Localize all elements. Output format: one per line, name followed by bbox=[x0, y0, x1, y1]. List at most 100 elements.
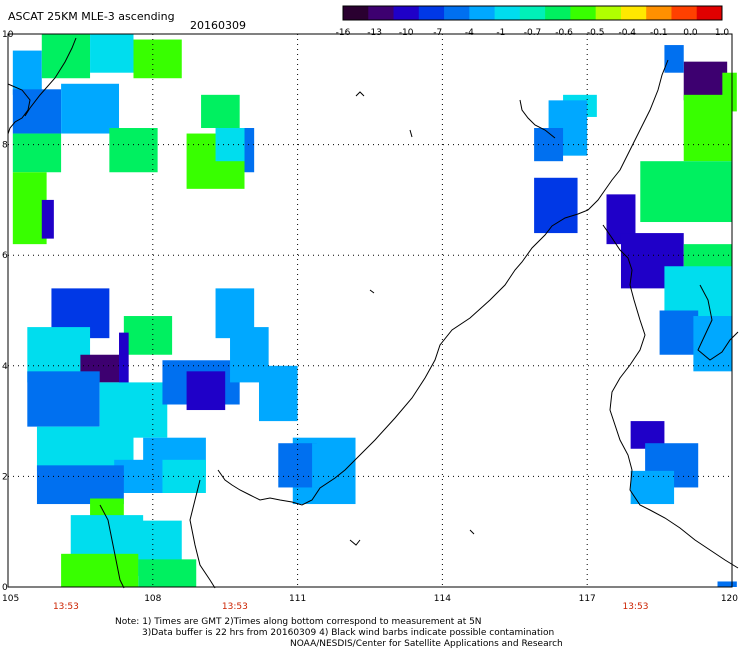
colorbar-swatch bbox=[519, 6, 546, 20]
coastline-malay-peninsula bbox=[7, 83, 31, 135]
colorbar-swatch bbox=[418, 6, 445, 20]
lon-tick-label: 111 bbox=[289, 594, 306, 604]
colorbar-label: -0.1 bbox=[650, 28, 668, 38]
colorbar-swatch bbox=[444, 6, 470, 20]
colorbar-swatch bbox=[671, 6, 698, 20]
coastline-borneo-north bbox=[587, 59, 669, 211]
coastline-palawan bbox=[519, 99, 556, 139]
lon-tick-label: 108 bbox=[144, 594, 161, 604]
coastline-south-borneo bbox=[189, 479, 216, 589]
colorbar-label: -1 bbox=[496, 28, 505, 38]
colorbar-swatch bbox=[343, 6, 369, 20]
coastline-borneo-east bbox=[602, 224, 739, 569]
colorbar-swatch bbox=[620, 6, 647, 20]
lat-tick-label: 2 bbox=[2, 472, 8, 482]
colorbar-label: -0.4 bbox=[618, 28, 636, 38]
footer-note-1: Note: 1) Times are GMT 2)Times along bot… bbox=[115, 617, 482, 627]
swath-cell bbox=[123, 316, 173, 355]
swath-cell bbox=[215, 128, 245, 162]
swath-cell bbox=[12, 172, 47, 245]
lat-tick-label: 6 bbox=[2, 251, 8, 261]
swath-cell bbox=[659, 310, 699, 355]
swath-cell bbox=[119, 332, 129, 388]
colorbar-label: -13 bbox=[367, 28, 382, 38]
lat-tick-label: 4 bbox=[2, 362, 8, 372]
coastline-island-3 bbox=[369, 289, 375, 294]
swath-cell bbox=[630, 470, 675, 505]
colorbar-label: -10 bbox=[399, 28, 414, 38]
coastline-island-2 bbox=[409, 129, 413, 138]
swath-cell bbox=[201, 94, 240, 129]
swath-cell bbox=[61, 83, 120, 134]
map-date: 20160309 bbox=[190, 19, 246, 32]
swath-cell bbox=[683, 94, 732, 162]
footer-credit: NOAA/NESDIS/Center for Satellite Applica… bbox=[290, 639, 563, 649]
pass-times: 13:53 13:53 13:53 bbox=[53, 602, 648, 612]
colorbar-label: 1.0 bbox=[715, 28, 730, 38]
swath-cell bbox=[41, 199, 54, 239]
coastline-sumatra-east bbox=[99, 504, 125, 589]
coastline-sulawesi bbox=[697, 284, 739, 361]
swath-cell bbox=[640, 161, 732, 223]
map-title: ASCAT 25KM MLE-3 ascending bbox=[8, 10, 175, 23]
colorbar-swatch bbox=[545, 6, 571, 20]
coastline-island-1 bbox=[355, 91, 365, 97]
swath-cell bbox=[258, 365, 298, 422]
lon-tick-label: 114 bbox=[434, 594, 451, 604]
lat-tick-label: 10 bbox=[2, 30, 14, 40]
swath-cell bbox=[133, 39, 182, 79]
colorbar-swatch bbox=[494, 6, 521, 20]
coastlines bbox=[7, 37, 739, 589]
lat-tick-label: 8 bbox=[2, 141, 8, 151]
swath-cell bbox=[717, 581, 737, 587]
colorbar-label: 0.0 bbox=[683, 28, 698, 38]
colorbar-frame bbox=[342, 5, 723, 21]
swath-cell bbox=[12, 89, 62, 134]
swath-cell bbox=[244, 128, 255, 173]
wind-swaths bbox=[12, 34, 737, 587]
colorbar-label: -0.5 bbox=[587, 28, 605, 38]
axis-labels: 105 108 111 114 117 120 0 2 4 6 8 10 bbox=[2, 30, 738, 604]
colorbar-label: -0.7 bbox=[524, 28, 542, 38]
lat-tick-label: 0 bbox=[2, 583, 8, 593]
coastline-borneo-west bbox=[217, 209, 589, 506]
footer-note-2: 3)Data buffer is 22 hrs from 20160309 4)… bbox=[142, 628, 554, 638]
colorbar-swatch bbox=[393, 6, 420, 20]
lon-tick-label: 117 bbox=[579, 594, 596, 604]
colorbar-label: -4 bbox=[465, 28, 474, 38]
colorbar-swatch bbox=[595, 6, 622, 20]
swath-cell bbox=[683, 61, 728, 101]
swath-cell bbox=[186, 371, 226, 411]
swath-cell bbox=[90, 34, 134, 73]
pass-time-label: 13:53 bbox=[53, 602, 79, 612]
swath-cell bbox=[12, 50, 42, 95]
colorbar-swatch bbox=[368, 6, 395, 20]
pass-time-label: 13:53 bbox=[222, 602, 248, 612]
coastline-island-5 bbox=[469, 529, 475, 535]
colorbar-swatch bbox=[696, 6, 723, 20]
colorbar: -16 -13 -10 -7 -4 -1 -0.7 -0.6 -0.5 -0.4 -0.1 0.0 1.… bbox=[336, 5, 730, 38]
swath-cell bbox=[138, 559, 197, 587]
swath-cell bbox=[534, 177, 578, 234]
colorbar-label: -16 bbox=[336, 28, 351, 38]
swath-cell bbox=[27, 371, 100, 427]
swath-cell bbox=[693, 316, 732, 372]
pass-time-label: 13:53 bbox=[622, 602, 648, 612]
swath-cell bbox=[109, 128, 158, 173]
swath-cell bbox=[278, 443, 317, 488]
swath-cell bbox=[61, 553, 139, 587]
lon-tick-label: 105 bbox=[2, 594, 19, 604]
colorbar-swatch bbox=[469, 6, 496, 20]
coastline-island-4 bbox=[349, 539, 361, 546]
swath-cell bbox=[41, 34, 91, 79]
colorbar-swatch bbox=[570, 6, 597, 20]
lon-tick-label: 120 bbox=[721, 594, 738, 604]
coastline-gulf-north bbox=[24, 37, 77, 117]
colorbar-swatch bbox=[646, 6, 672, 20]
colorbar-label: -0.6 bbox=[555, 28, 573, 38]
colorbar-label: -7 bbox=[433, 28, 442, 38]
swath-cell bbox=[36, 465, 124, 505]
swath-cell bbox=[12, 133, 62, 173]
swath-cell bbox=[664, 45, 684, 73]
